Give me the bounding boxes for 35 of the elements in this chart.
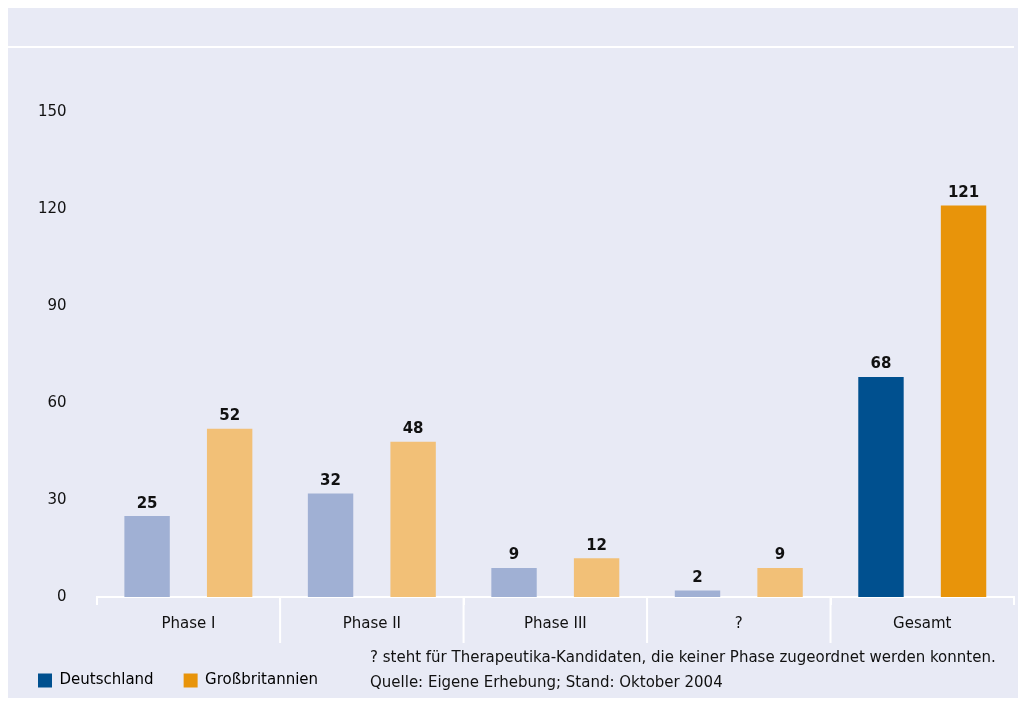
bar [307,493,354,597]
bar [674,590,721,597]
data-label: 12 [586,535,608,554]
data-label: 32 [320,470,341,489]
y-tick-label: 0 [57,586,67,605]
bar [757,567,803,597]
data-label: 2 [692,567,703,586]
y-tick-label: 150 [37,101,67,120]
legend-label: Großbritannien [205,670,319,689]
legend-label: Deutschland [59,670,154,689]
data-label: 9 [508,545,520,564]
x-tick-label: Phase I [161,613,216,632]
y-tick-label: 60 [47,392,67,411]
data-label: 68 [870,354,892,373]
bar [124,516,170,597]
bar [858,377,904,597]
bar [390,441,436,597]
bar [573,558,620,597]
y-tick-label: 30 [47,489,67,508]
source-note: Quelle: Eigene Erhebung; Stand: Oktober 2004 [370,673,723,692]
x-tick-label: ? [734,613,743,632]
x-tick-label: Gesamt [893,613,952,632]
x-tick-label: Phase III [523,613,587,632]
data-label: 52 [219,406,241,425]
data-label: 121 [947,182,980,201]
y-tick-label: 90 [47,295,67,314]
text: ? steht für Therapeutika-Kandidaten, die keiner Phase zugeordnet werden konnten. [370,648,996,667]
bar [491,567,537,597]
x-tick-label: Phase II [342,613,402,632]
bar [940,205,987,597]
y-tick-label: 120 [37,198,67,217]
data-label: 25 [136,493,158,512]
data-label: 48 [402,419,424,438]
data-label: 9 [774,545,786,564]
bar [206,428,253,597]
